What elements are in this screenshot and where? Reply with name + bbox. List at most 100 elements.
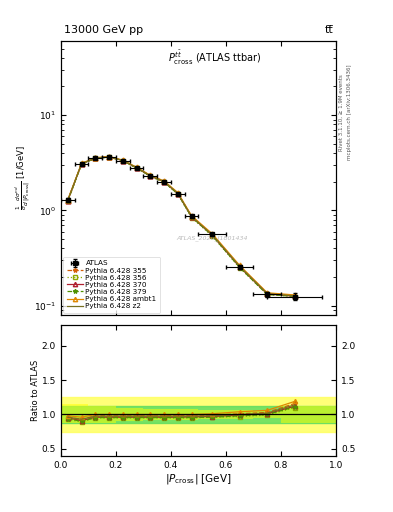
Pythia 6.428 379 xyxy=(189,214,194,220)
Pythia 6.428 356 xyxy=(65,198,70,204)
Pythia 6.428 ambt1 xyxy=(120,157,125,163)
Pythia 6.428 355 xyxy=(210,231,215,238)
Pythia 6.428 ambt1 xyxy=(107,154,112,160)
Pythia 6.428 ambt1 xyxy=(237,262,242,268)
Pythia 6.428 z2 xyxy=(210,232,215,238)
Pythia 6.428 356 xyxy=(93,155,97,161)
Pythia 6.428 356 xyxy=(175,191,180,197)
Pythia 6.428 370 xyxy=(120,158,125,164)
Pythia 6.428 370 xyxy=(292,293,297,300)
Line: Pythia 6.428 356: Pythia 6.428 356 xyxy=(65,155,297,299)
Bar xyxy=(61,397,336,432)
Pythia 6.428 370 xyxy=(148,173,152,179)
Bar xyxy=(143,409,157,420)
Pythia 6.428 355 xyxy=(162,178,167,184)
Pythia 6.428 355 xyxy=(265,290,270,296)
Pythia 6.428 ambt1 xyxy=(162,178,167,184)
Text: tt̅: tt̅ xyxy=(325,26,333,35)
Pythia 6.428 370 xyxy=(265,291,270,297)
Pythia 6.428 z2 xyxy=(237,264,242,270)
Pythia 6.428 379 xyxy=(148,173,152,179)
Pythia 6.428 ambt1 xyxy=(175,189,180,196)
Line: Pythia 6.428 379: Pythia 6.428 379 xyxy=(65,155,297,298)
Pythia 6.428 355 xyxy=(107,154,112,160)
Pythia 6.428 379 xyxy=(65,198,70,204)
Pythia 6.428 ambt1 xyxy=(134,164,139,170)
Bar xyxy=(130,408,143,421)
Text: 13000 GeV pp: 13000 GeV pp xyxy=(64,26,143,35)
Pythia 6.428 379 xyxy=(237,265,242,271)
Pythia 6.428 355 xyxy=(175,190,180,196)
Pythia 6.428 379 xyxy=(107,154,112,160)
Pythia 6.428 356 xyxy=(79,161,84,167)
Pythia 6.428 355 xyxy=(93,155,97,161)
Bar xyxy=(102,406,116,423)
Pythia 6.428 ambt1 xyxy=(148,172,152,178)
Pythia 6.428 ambt1 xyxy=(65,197,70,203)
Pythia 6.428 379 xyxy=(265,291,270,297)
Pythia 6.428 370 xyxy=(162,179,167,185)
Pythia 6.428 356 xyxy=(189,215,194,221)
Pythia 6.428 z2 xyxy=(65,197,70,203)
Pythia 6.428 379 xyxy=(93,155,97,161)
Pythia 6.428 370 xyxy=(93,155,97,161)
X-axis label: $|P_{\mathrm{cross}}|$ [GeV]: $|P_{\mathrm{cross}}|$ [GeV] xyxy=(165,472,232,486)
Pythia 6.428 370 xyxy=(210,232,215,238)
Pythia 6.428 356 xyxy=(148,173,152,179)
Pythia 6.428 z2 xyxy=(175,190,180,197)
Pythia 6.428 370 xyxy=(237,264,242,270)
Pythia 6.428 356 xyxy=(162,179,167,185)
Pythia 6.428 370 xyxy=(79,161,84,167)
Pythia 6.428 379 xyxy=(79,161,84,167)
Bar xyxy=(171,409,185,420)
Pythia 6.428 379 xyxy=(134,165,139,171)
Pythia 6.428 356 xyxy=(120,158,125,164)
Pythia 6.428 370 xyxy=(65,198,70,204)
Pythia 6.428 379 xyxy=(292,293,297,300)
Bar xyxy=(61,404,75,423)
Pythia 6.428 355 xyxy=(148,173,152,179)
Pythia 6.428 356 xyxy=(134,165,139,171)
Line: Pythia 6.428 370: Pythia 6.428 370 xyxy=(65,155,297,298)
Pythia 6.428 ambt1 xyxy=(79,160,84,166)
Pythia 6.428 z2 xyxy=(189,214,194,220)
Pythia 6.428 355 xyxy=(79,161,84,167)
Pythia 6.428 379 xyxy=(162,179,167,185)
Pythia 6.428 356 xyxy=(292,293,297,300)
Pythia 6.428 355 xyxy=(134,164,139,170)
Text: $P_{\mathrm{cross}}^{t\bar{t}}$ (ATLAS ttbar): $P_{\mathrm{cross}}^{t\bar{t}}$ (ATLAS t… xyxy=(168,49,262,68)
Pythia 6.428 z2 xyxy=(79,161,84,167)
Pythia 6.428 ambt1 xyxy=(210,231,215,237)
Line: Pythia 6.428 z2: Pythia 6.428 z2 xyxy=(68,157,295,296)
Pythia 6.428 ambt1 xyxy=(189,212,194,219)
Pythia 6.428 355 xyxy=(120,157,125,163)
Pythia 6.428 z2 xyxy=(93,155,97,161)
Pythia 6.428 z2 xyxy=(162,179,167,185)
Bar xyxy=(198,410,226,419)
Bar xyxy=(75,404,88,423)
Pythia 6.428 z2 xyxy=(134,165,139,171)
Pythia 6.428 356 xyxy=(210,233,215,239)
Pythia 6.428 ambt1 xyxy=(93,155,97,161)
Text: Rivet 3.1.10, ≥ 1.9M events: Rivet 3.1.10, ≥ 1.9M events xyxy=(339,74,344,151)
Pythia 6.428 z2 xyxy=(265,291,270,297)
Pythia 6.428 z2 xyxy=(107,154,112,160)
Bar xyxy=(185,409,198,420)
Pythia 6.428 355 xyxy=(292,292,297,298)
Line: Pythia 6.428 355: Pythia 6.428 355 xyxy=(65,155,297,298)
Pythia 6.428 370 xyxy=(189,214,194,220)
Pythia 6.428 z2 xyxy=(148,173,152,179)
Pythia 6.428 355 xyxy=(189,213,194,219)
Bar xyxy=(157,409,171,420)
Pythia 6.428 370 xyxy=(134,165,139,171)
Pythia 6.428 ambt1 xyxy=(292,292,297,298)
Line: Pythia 6.428 ambt1: Pythia 6.428 ambt1 xyxy=(65,154,297,297)
Pythia 6.428 379 xyxy=(210,232,215,239)
Bar xyxy=(281,406,336,423)
Pythia 6.428 355 xyxy=(65,197,70,203)
Pythia 6.428 ambt1 xyxy=(265,290,270,296)
Text: mcplots.cern.ch [arXiv:1306.3436]: mcplots.cern.ch [arXiv:1306.3436] xyxy=(347,65,352,160)
Pythia 6.428 370 xyxy=(175,190,180,197)
Pythia 6.428 370 xyxy=(107,154,112,160)
Y-axis label: $\frac{1}{\sigma}\frac{d\sigma^{nd}}{d\,|P_{\mathrm{cross}}|}$ [1/GeV]: $\frac{1}{\sigma}\frac{d\sigma^{nd}}{d\,… xyxy=(13,145,32,210)
